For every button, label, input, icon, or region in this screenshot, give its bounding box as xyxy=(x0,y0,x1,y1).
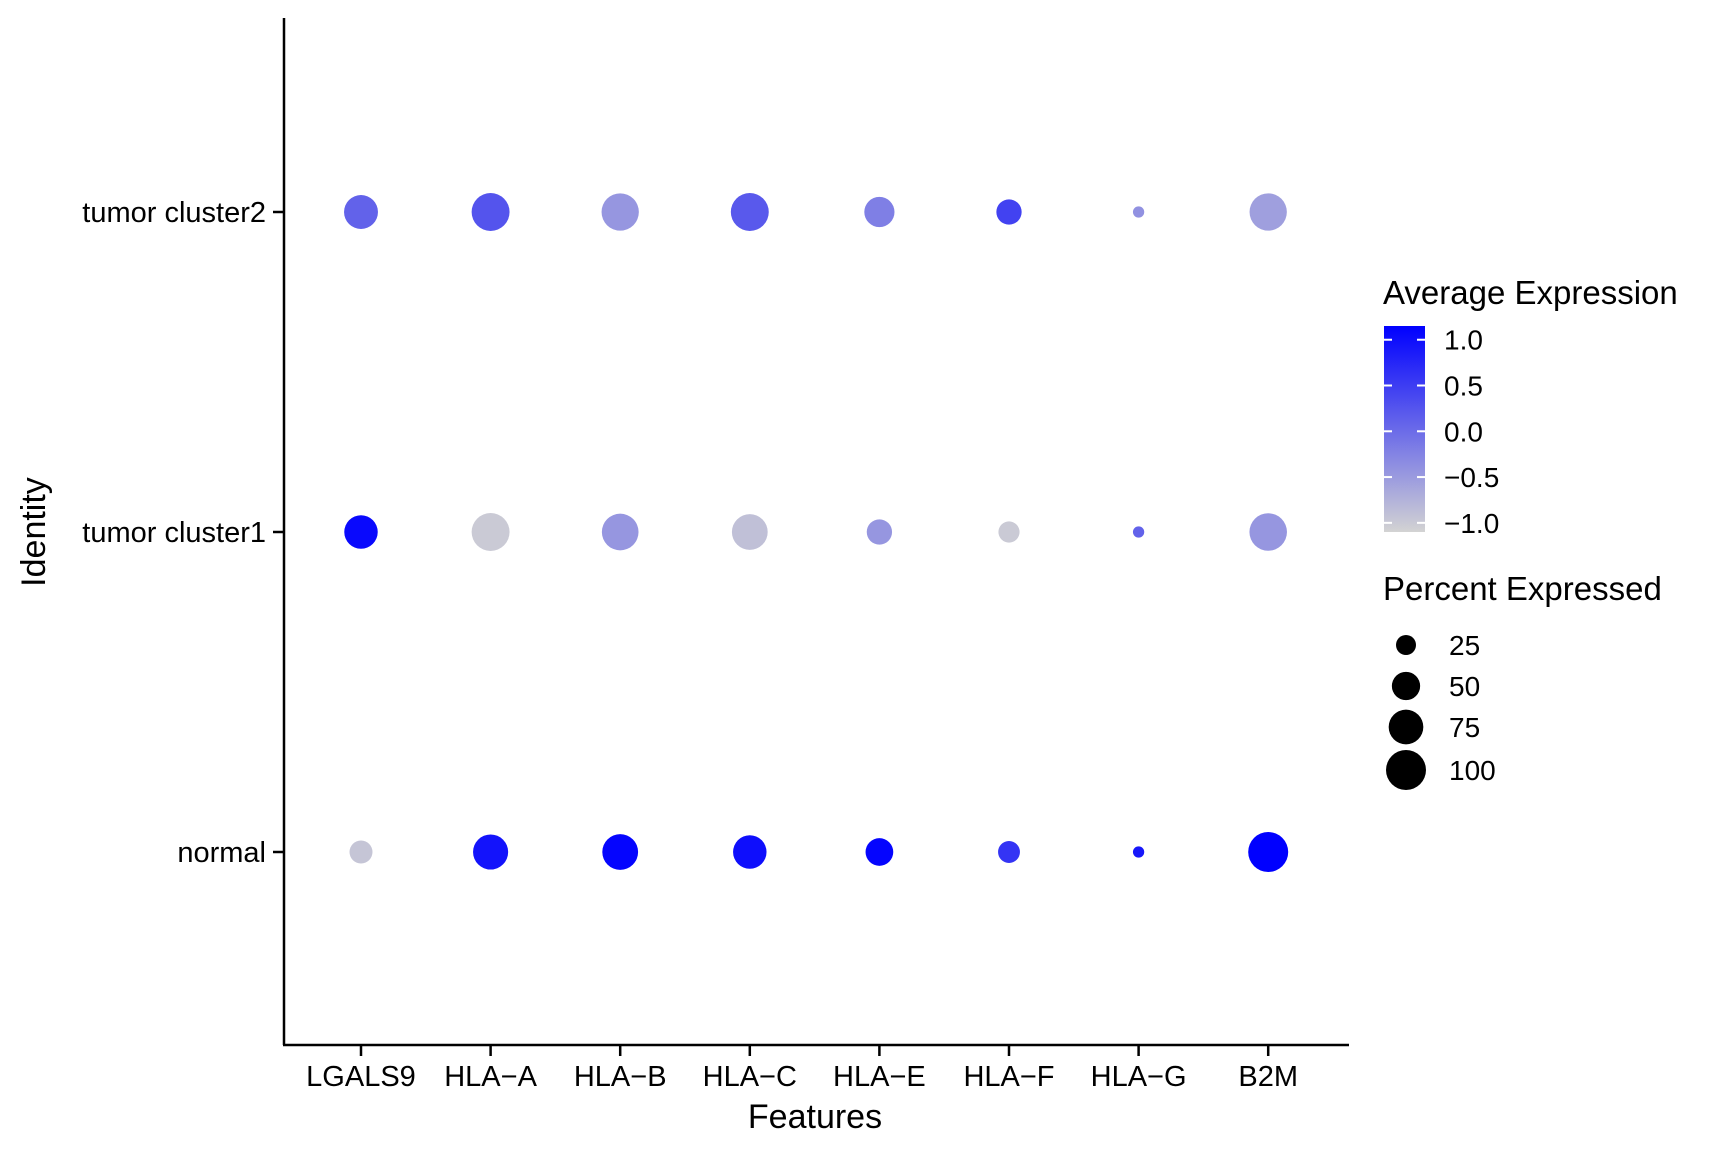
size-legend-dot xyxy=(1388,709,1424,745)
y-ticks: normal tumor cluster1 tumor cluster2 xyxy=(82,197,284,869)
dot-point xyxy=(996,199,1022,225)
x-tick-label: LGALS9 xyxy=(306,1061,416,1093)
y-tick-label: tumor cluster1 xyxy=(82,517,266,549)
size-legend-dot xyxy=(1396,635,1416,655)
dot-point xyxy=(1132,846,1145,858)
color-legend-title: Average Expression xyxy=(1383,274,1678,311)
dot-point xyxy=(1132,526,1145,538)
y-tick-label: tumor cluster2 xyxy=(82,197,266,229)
dot-point xyxy=(730,193,769,231)
dot-point xyxy=(1249,513,1287,551)
dot-point xyxy=(344,195,378,229)
dot-point xyxy=(602,834,639,870)
size-legend-label: 25 xyxy=(1449,630,1480,661)
size-legend-keys: 25 50 75 100 xyxy=(1386,630,1496,790)
x-tick-label: HLA−C xyxy=(703,1061,797,1093)
x-axis-title: Features xyxy=(748,1098,882,1136)
dot-point xyxy=(349,840,373,864)
dots xyxy=(344,193,1289,872)
y-tick-label: normal xyxy=(177,837,266,869)
dot-point xyxy=(733,835,767,869)
dot-point xyxy=(864,196,895,228)
y-axis-title: Identity xyxy=(15,477,53,587)
color-tick-label: 1.0 xyxy=(1444,325,1483,356)
dot-point xyxy=(473,834,509,870)
color-tick-label: −0.5 xyxy=(1444,462,1499,493)
dot-point xyxy=(1248,832,1289,872)
dot-point xyxy=(1132,206,1145,218)
size-legend-dot xyxy=(1386,750,1426,790)
x-tick-label: HLA−E xyxy=(833,1061,926,1093)
size-legend-label: 75 xyxy=(1449,712,1480,743)
dot-point xyxy=(865,838,894,866)
dot-point xyxy=(1249,193,1287,231)
size-legend-dot xyxy=(1391,671,1421,701)
x-tick-label: HLA−F xyxy=(963,1061,1054,1093)
dot-point xyxy=(601,513,639,551)
x-tick-label: HLA−B xyxy=(574,1061,667,1093)
dot-point xyxy=(998,841,1020,863)
color-bar xyxy=(1384,326,1425,532)
dot-point xyxy=(866,519,893,545)
color-tick-label: 0.5 xyxy=(1444,371,1483,402)
color-bar-ticks: 1.0 0.5 0.0 −0.5 −1.0 xyxy=(1384,325,1499,539)
size-legend-title: Percent Expressed xyxy=(1383,570,1662,607)
dot-point xyxy=(731,514,768,550)
dot-point xyxy=(344,515,378,549)
size-legend-label: 100 xyxy=(1449,755,1496,786)
size-legend: Percent Expressed 25 50 75 100 xyxy=(1383,570,1662,790)
x-tick-label: B2M xyxy=(1238,1061,1298,1093)
dot-point xyxy=(471,513,510,551)
x-ticks: LGALS9 HLA−A HLA−B HLA−C HLA−E HLA−F HLA−G B2M xyxy=(306,1045,1298,1093)
color-tick-label: −1.0 xyxy=(1444,508,1499,539)
x-tick-label: HLA−G xyxy=(1091,1061,1187,1093)
dot-point xyxy=(998,521,1020,543)
dot-point xyxy=(601,193,639,231)
dot-point xyxy=(471,193,510,231)
color-tick-label: 0.0 xyxy=(1444,416,1483,447)
color-legend: Average Expression 1.0 0.5 0.0 −0.5 −1.0 xyxy=(1383,274,1678,539)
size-legend-label: 50 xyxy=(1449,671,1480,702)
x-tick-label: HLA−A xyxy=(444,1061,537,1093)
